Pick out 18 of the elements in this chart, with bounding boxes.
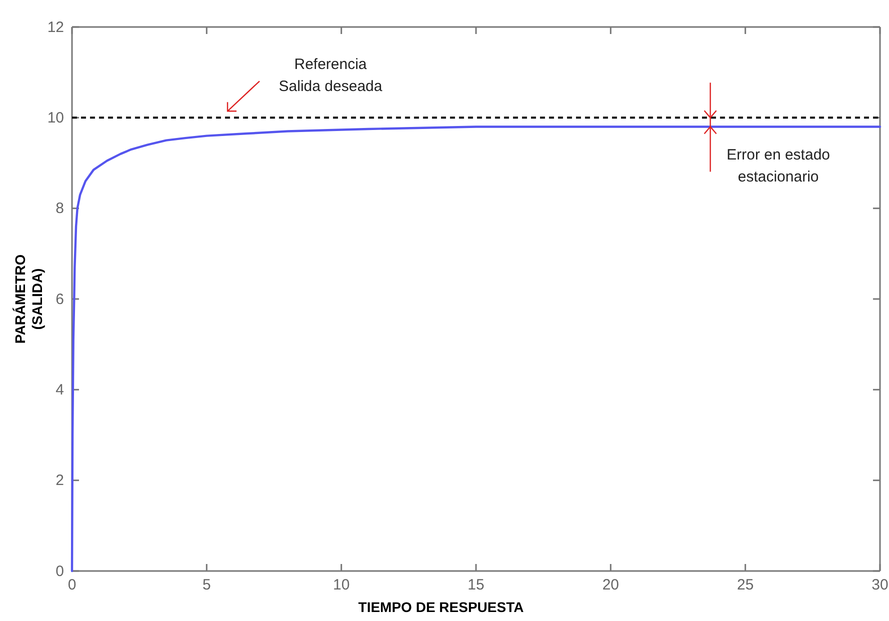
x-axis-title: TIEMPO DE RESPUESTA <box>358 599 524 615</box>
y-tick-label: 8 <box>56 200 64 218</box>
y-tick-label: 10 <box>47 109 64 126</box>
y-tick-label: 6 <box>56 290 64 308</box>
y-tick-label: 12 <box>47 18 64 36</box>
x-tick-label: 20 <box>602 576 620 594</box>
x-tick-label: 15 <box>468 576 484 594</box>
x-tick-label: 25 <box>736 576 754 594</box>
x-tick-label: 0 <box>68 576 76 594</box>
y-axis-title: PARÁMETRO (SALIDA) <box>12 254 45 344</box>
x-tick-label: 5 <box>202 576 211 594</box>
y-tick-label: 0 <box>56 562 64 580</box>
x-tick-label: 10 <box>332 576 350 594</box>
x-tick-label: 30 <box>872 576 888 594</box>
annotation: Error en estado estacionario <box>726 146 830 186</box>
y-tick-label: 4 <box>56 381 64 398</box>
annotation: Referencia Salida deseada <box>278 56 383 96</box>
y-tick-label: 2 <box>56 472 64 490</box>
